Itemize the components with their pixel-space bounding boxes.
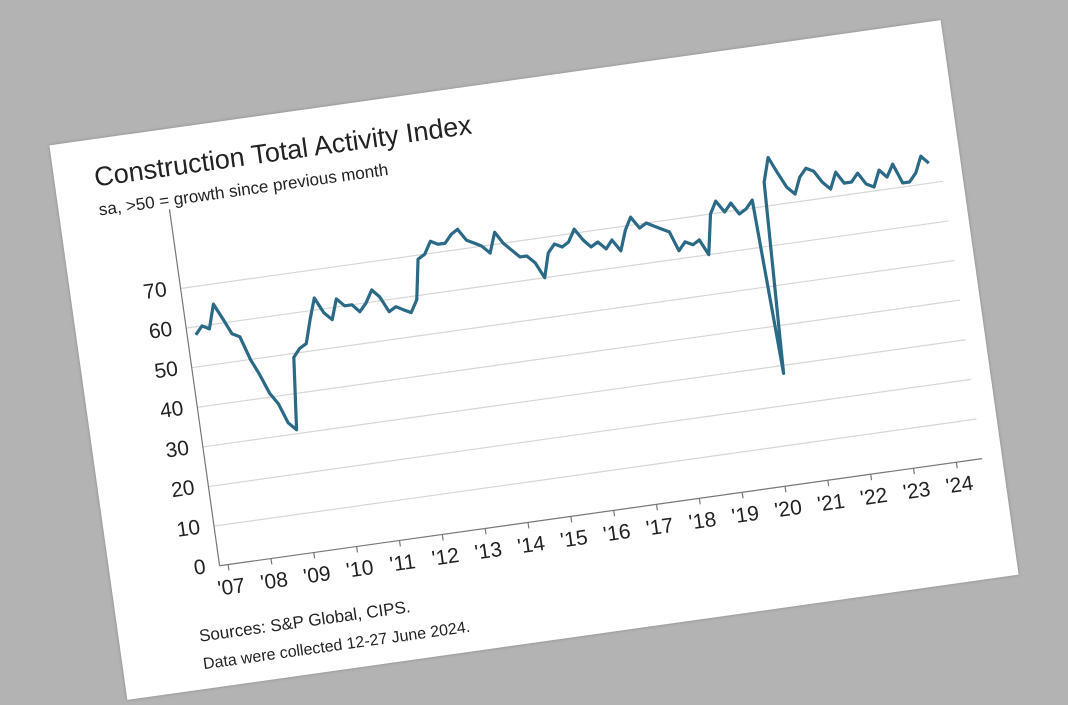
x-tick [441, 534, 444, 541]
x-tick [912, 468, 915, 475]
x-tick-label: '10 [345, 556, 375, 583]
x-tick-label: '21 [816, 490, 846, 517]
x-tick-label: '09 [302, 562, 332, 589]
x-tick [955, 462, 958, 469]
grid-line [180, 180, 944, 290]
x-tick [741, 492, 744, 499]
x-tick-label: '14 [516, 532, 547, 559]
x-tick-label: '24 [944, 472, 975, 499]
data-line [194, 154, 930, 432]
x-tick-label: '20 [773, 496, 803, 523]
y-tick-label: 30 [164, 437, 190, 463]
x-tick [655, 504, 658, 511]
grid-line [208, 378, 972, 488]
y-tick-label: 0 [192, 555, 207, 579]
x-tick-label: '18 [687, 508, 717, 535]
x-tick [270, 558, 273, 565]
grid-line [202, 339, 966, 448]
x-tick [784, 486, 787, 493]
x-tick-label: '17 [645, 514, 675, 541]
x-tick [698, 498, 701, 505]
y-tick-label: 70 [142, 278, 168, 304]
x-tick [484, 528, 487, 535]
x-tick-label: '22 [859, 484, 889, 511]
x-tick [527, 522, 530, 529]
grid-line [213, 418, 977, 527]
chart-card: Construction Total Activity Index sa, >5… [49, 20, 1019, 700]
x-tick-label: '16 [602, 520, 632, 547]
x-tick [827, 480, 830, 487]
x-tick-label: '07 [216, 574, 246, 601]
y-tick-label: 20 [170, 476, 196, 502]
y-tick-label: 40 [159, 397, 185, 423]
chart: Construction Total Activity Index sa, >5… [92, 110, 983, 673]
x-axis [219, 458, 983, 567]
x-tick-label: '23 [902, 478, 932, 505]
x-tick [227, 564, 230, 571]
x-tick-label: '15 [559, 526, 589, 553]
grid-line [186, 220, 949, 329]
y-axis [168, 209, 221, 566]
x-tick-label: '13 [473, 538, 503, 565]
x-tick-label: '19 [730, 502, 760, 529]
grid-line [197, 299, 960, 408]
x-tick-label: '11 [388, 550, 417, 576]
x-tick [570, 516, 573, 523]
y-tick-label: 50 [153, 357, 179, 383]
x-tick [313, 552, 316, 559]
x-tick-label: '08 [259, 568, 289, 595]
grid-line [191, 259, 955, 369]
x-tick-label: '12 [430, 544, 460, 571]
x-tick [356, 546, 359, 553]
x-tick [613, 510, 616, 517]
y-tick-label: 10 [175, 516, 201, 542]
x-tick [870, 474, 873, 481]
y-tick-label: 60 [147, 318, 173, 344]
x-tick [398, 540, 401, 547]
